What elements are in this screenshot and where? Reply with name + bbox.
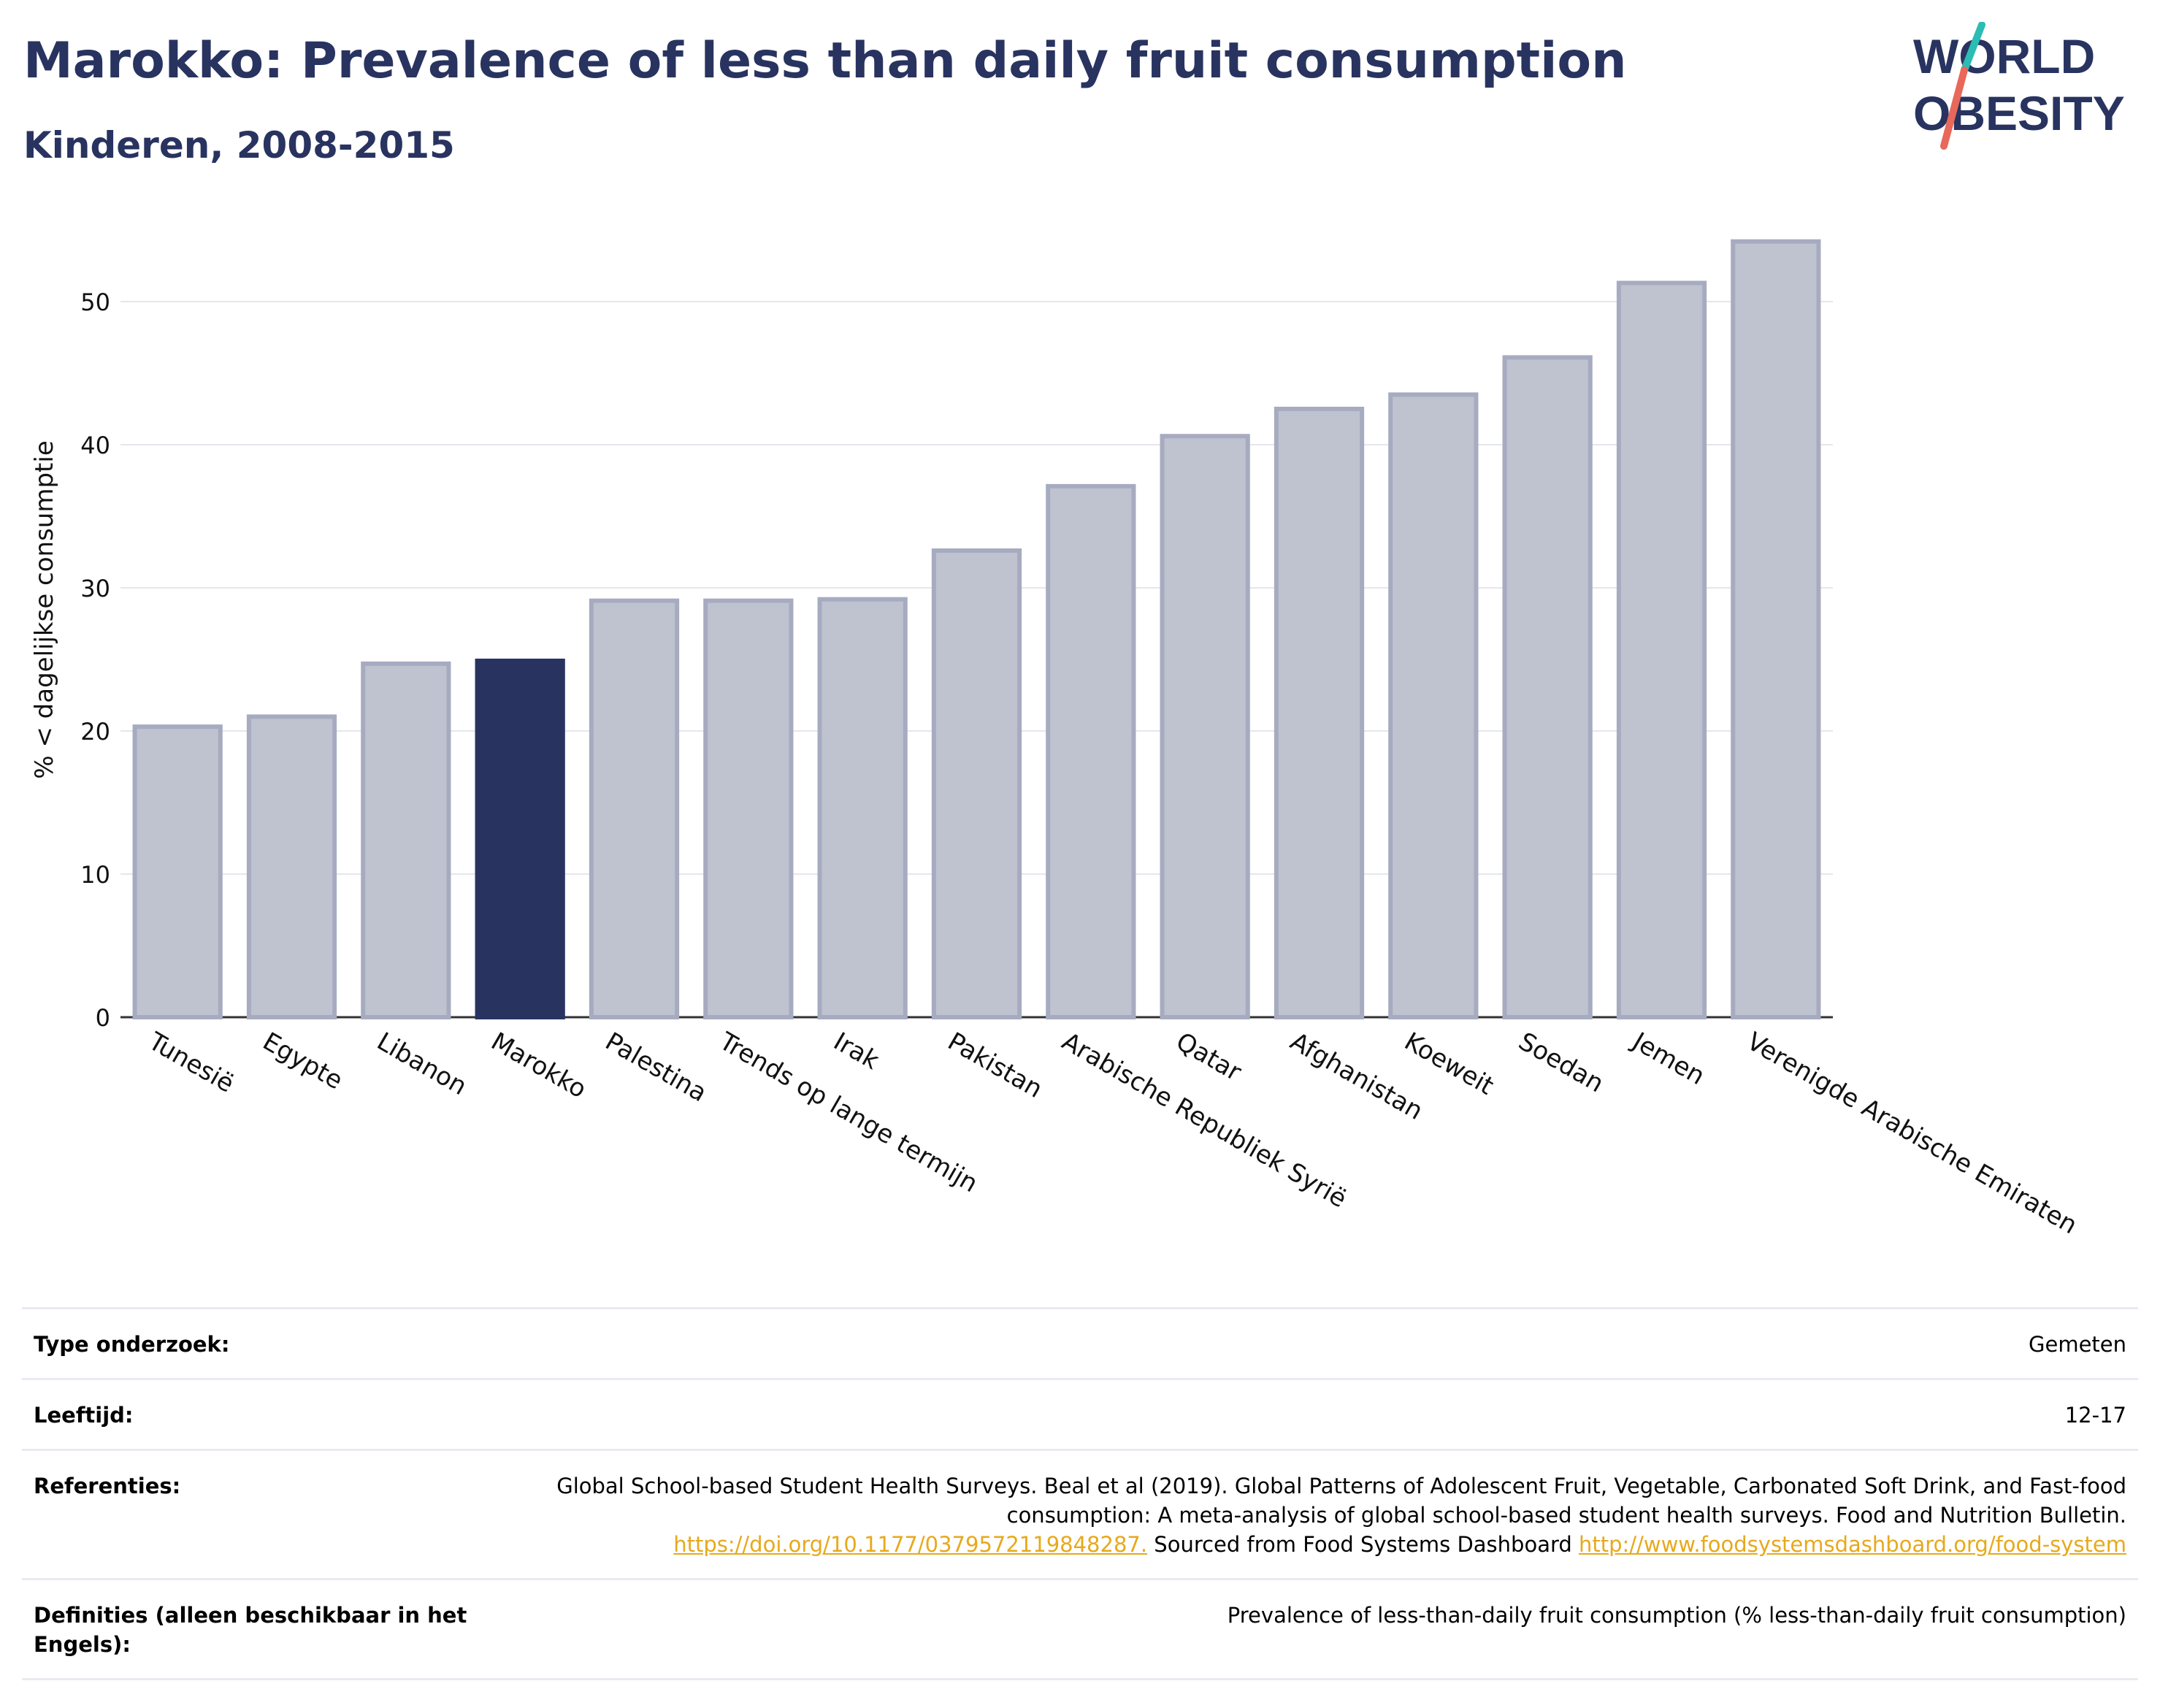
chart-subtitle: Kinderen, 2008-2015	[23, 124, 455, 166]
bar[interactable]	[246, 714, 337, 1020]
info-value: 12-17	[2064, 1403, 2126, 1428]
logo-line1: WORLD	[1913, 29, 2095, 83]
reference-text: Global School-based Student Health Surve…	[556, 1474, 2126, 1528]
info-value: Prevalence of less-than-daily fruit cons…	[1227, 1603, 2126, 1628]
bar[interactable]	[1502, 355, 1593, 1019]
x-tick-label: Marokko	[486, 1027, 591, 1104]
bar[interactable]	[931, 548, 1022, 1019]
chart-title: Marokko: Prevalence of less than daily f…	[23, 32, 1627, 90]
bars	[132, 239, 1821, 1020]
bar[interactable]	[475, 658, 565, 1020]
bar[interactable]	[703, 598, 794, 1019]
bar[interactable]	[589, 598, 680, 1019]
x-tick-label: Koeweit	[1399, 1027, 1498, 1101]
info-value: Gemeten	[2029, 1332, 2126, 1357]
info-label: Referenties:	[34, 1474, 181, 1498]
info-value: Global School-based Student Health Surve…	[549, 1471, 2126, 1559]
x-tick-label: Libanon	[372, 1027, 472, 1101]
info-row-references: Referenties: Global School-based Student…	[22, 1449, 2138, 1578]
doi-link[interactable]: https://doi.org/10.1177/0379572119848287…	[673, 1532, 1148, 1557]
x-tick-label: Soedan	[1514, 1027, 1609, 1098]
bar[interactable]	[817, 597, 908, 1019]
bar[interactable]	[361, 661, 451, 1019]
info-row-definitions: Definities (alleen beschikbaar in het En…	[22, 1578, 2138, 1680]
x-tick-label: Verenigde Arabische Emiraten	[1742, 1027, 2082, 1240]
y-tick-label: 50	[80, 288, 110, 316]
bar[interactable]	[1160, 434, 1250, 1019]
world-obesity-logo: WORLD OBESITY	[1913, 22, 2125, 150]
x-tick-label: Pakistan	[943, 1027, 1047, 1104]
bar[interactable]	[1616, 280, 1707, 1019]
info-row-type: Type onderzoek: Gemeten	[22, 1307, 2138, 1378]
y-axis-label: % < dagelijkse consumptie	[30, 440, 59, 779]
bar[interactable]	[132, 724, 223, 1019]
bar[interactable]	[1388, 392, 1479, 1019]
info-label: Leeftijd:	[34, 1403, 134, 1428]
reference-mid-text: Sourced from Food Systems Dashboard	[1147, 1532, 1579, 1557]
x-tick-label: Palestina	[600, 1027, 712, 1108]
info-row-age: Leeftijd: 12-17	[22, 1378, 2138, 1449]
y-tick-labels: 0 10 20 30 40 50	[80, 288, 110, 1032]
bar[interactable]	[1046, 483, 1136, 1019]
info-table: Type onderzoek: Gemeten Leeftijd: 12-17 …	[22, 1307, 2138, 1680]
dashboard-link[interactable]: http://www.foodsystemsdashboard.org/food…	[1579, 1532, 2126, 1557]
x-tick-label: Qatar	[1171, 1027, 1246, 1087]
x-tick-label: Egypte	[258, 1027, 348, 1095]
info-label: Definities (alleen beschikbaar in het En…	[34, 1603, 467, 1657]
x-tick-labels: Tunesië Egypte Libanon Marokko Palestina Tren…	[143, 1026, 2083, 1240]
x-tick-label: Irak	[829, 1027, 884, 1076]
y-tick-label: 0	[96, 1004, 110, 1032]
x-tick-label: Tunesië	[143, 1027, 239, 1099]
info-label: Type onderzoek:	[34, 1332, 230, 1357]
y-tick-label: 40	[80, 432, 110, 459]
y-tick-label: 20	[80, 718, 110, 746]
bar[interactable]	[1731, 239, 1821, 1019]
x-tick-label: Jemen	[1626, 1026, 1709, 1091]
y-tick-label: 30	[80, 575, 110, 602]
bar[interactable]	[1274, 407, 1365, 1019]
y-tick-label: 10	[80, 861, 110, 889]
